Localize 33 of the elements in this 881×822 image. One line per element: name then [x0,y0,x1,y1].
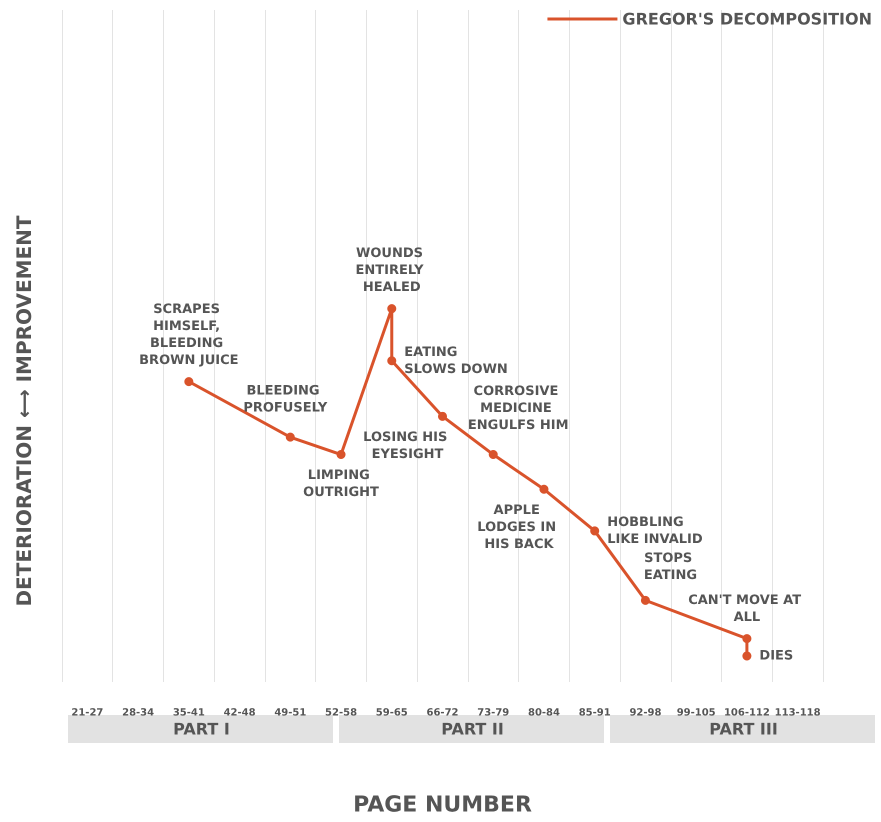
x-tick-label: 21-27 [71,708,104,718]
annotation: LOSING HIS EYESIGHT [363,430,452,462]
legend-label: GREGOR'S DECOMPOSITION [622,10,872,28]
annotation: WOUNDS ENTIRELY HEALED [355,246,428,296]
annotation: LIMPING OUTRIGHT [303,468,380,500]
annotation: HOBBLING LIKE INVALID [607,514,703,547]
x-tick-label: 85-91 [578,708,611,718]
text: PART II [441,720,504,738]
x-tick-label: 73-79 [477,708,510,718]
x-axis-title: PAGE NUMBER [353,792,532,818]
x-tick-label: 59-65 [376,708,408,718]
annotation: APPLE LODGES IN HIS BACK [477,502,561,552]
x-tick-label: 80-84 [528,708,560,718]
annotation: DIES [759,648,794,664]
text: PART I [173,720,230,738]
y-axis-title: DETERIORATION ⟷ IMPROVEMENT [12,215,36,607]
x-tick-label: 99-105 [676,708,716,718]
annotation: SCRAPES HIMSELF, BLEEDING BROWN JUICE [139,302,239,368]
x-tick-label: 35-41 [172,708,205,718]
x-tick-label: 52-58 [325,708,358,718]
x-tick-label: 49-51 [274,708,306,718]
x-tick-label: 106-112 [724,708,770,718]
x-tick-label: 92-98 [629,708,662,718]
annotation: CORROSIVE MEDICINE ENGULFS HIM [468,384,569,434]
annotation: CAN'T MOVE AT ALL [688,593,806,626]
x-tick-label: 66-72 [426,708,459,718]
annotation: EATING SLOWS DOWN [404,344,508,377]
annotation: STOPS EATING [644,550,698,583]
annotation: BLEEDING PROFUSELY [243,384,328,416]
x-tick-label: 28-34 [122,708,154,718]
x-tick-label: 42-48 [224,708,256,718]
text: PART III [709,720,778,738]
x-tick-label: 113-118 [774,708,821,718]
